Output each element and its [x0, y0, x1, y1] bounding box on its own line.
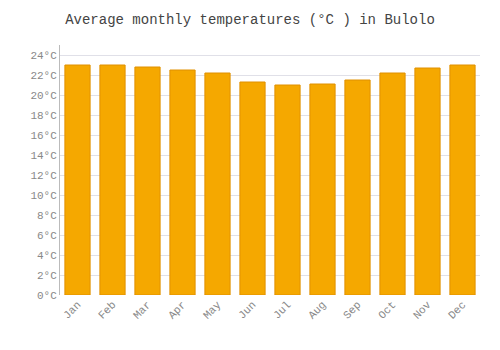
- svg-text:6°C: 6°C: [37, 230, 57, 242]
- svg-text:Jun: Jun: [236, 299, 258, 321]
- svg-text:10°C: 10°C: [30, 190, 57, 202]
- svg-text:16°C: 16°C: [30, 130, 57, 142]
- svg-text:Apr: Apr: [166, 299, 188, 321]
- svg-text:2°C: 2°C: [37, 270, 57, 282]
- svg-text:24°C: 24°C: [30, 50, 57, 62]
- svg-text:May: May: [201, 299, 224, 322]
- svg-text:12°C: 12°C: [30, 170, 57, 182]
- svg-text:Feb: Feb: [96, 299, 118, 321]
- svg-text:8°C: 8°C: [37, 210, 57, 222]
- svg-text:22°C: 22°C: [30, 70, 57, 82]
- svg-text:Average monthly temperatures (: Average monthly temperatures (°C ) in Bu…: [65, 12, 435, 28]
- svg-text:Nov: Nov: [411, 299, 434, 322]
- svg-text:14°C: 14°C: [30, 150, 57, 162]
- svg-text:18°C: 18°C: [30, 110, 57, 122]
- svg-text:Oct: Oct: [376, 299, 398, 321]
- svg-text:4°C: 4°C: [37, 250, 57, 262]
- svg-text:Jan: Jan: [61, 299, 83, 321]
- svg-text:Aug: Aug: [306, 299, 328, 321]
- svg-text:Sep: Sep: [341, 299, 363, 321]
- svg-text:0°C: 0°C: [37, 290, 57, 302]
- svg-text:Jul: Jul: [271, 299, 293, 321]
- svg-text:Dec: Dec: [446, 299, 468, 321]
- svg-text:Mar: Mar: [131, 299, 153, 321]
- svg-text:20°C: 20°C: [30, 90, 57, 102]
